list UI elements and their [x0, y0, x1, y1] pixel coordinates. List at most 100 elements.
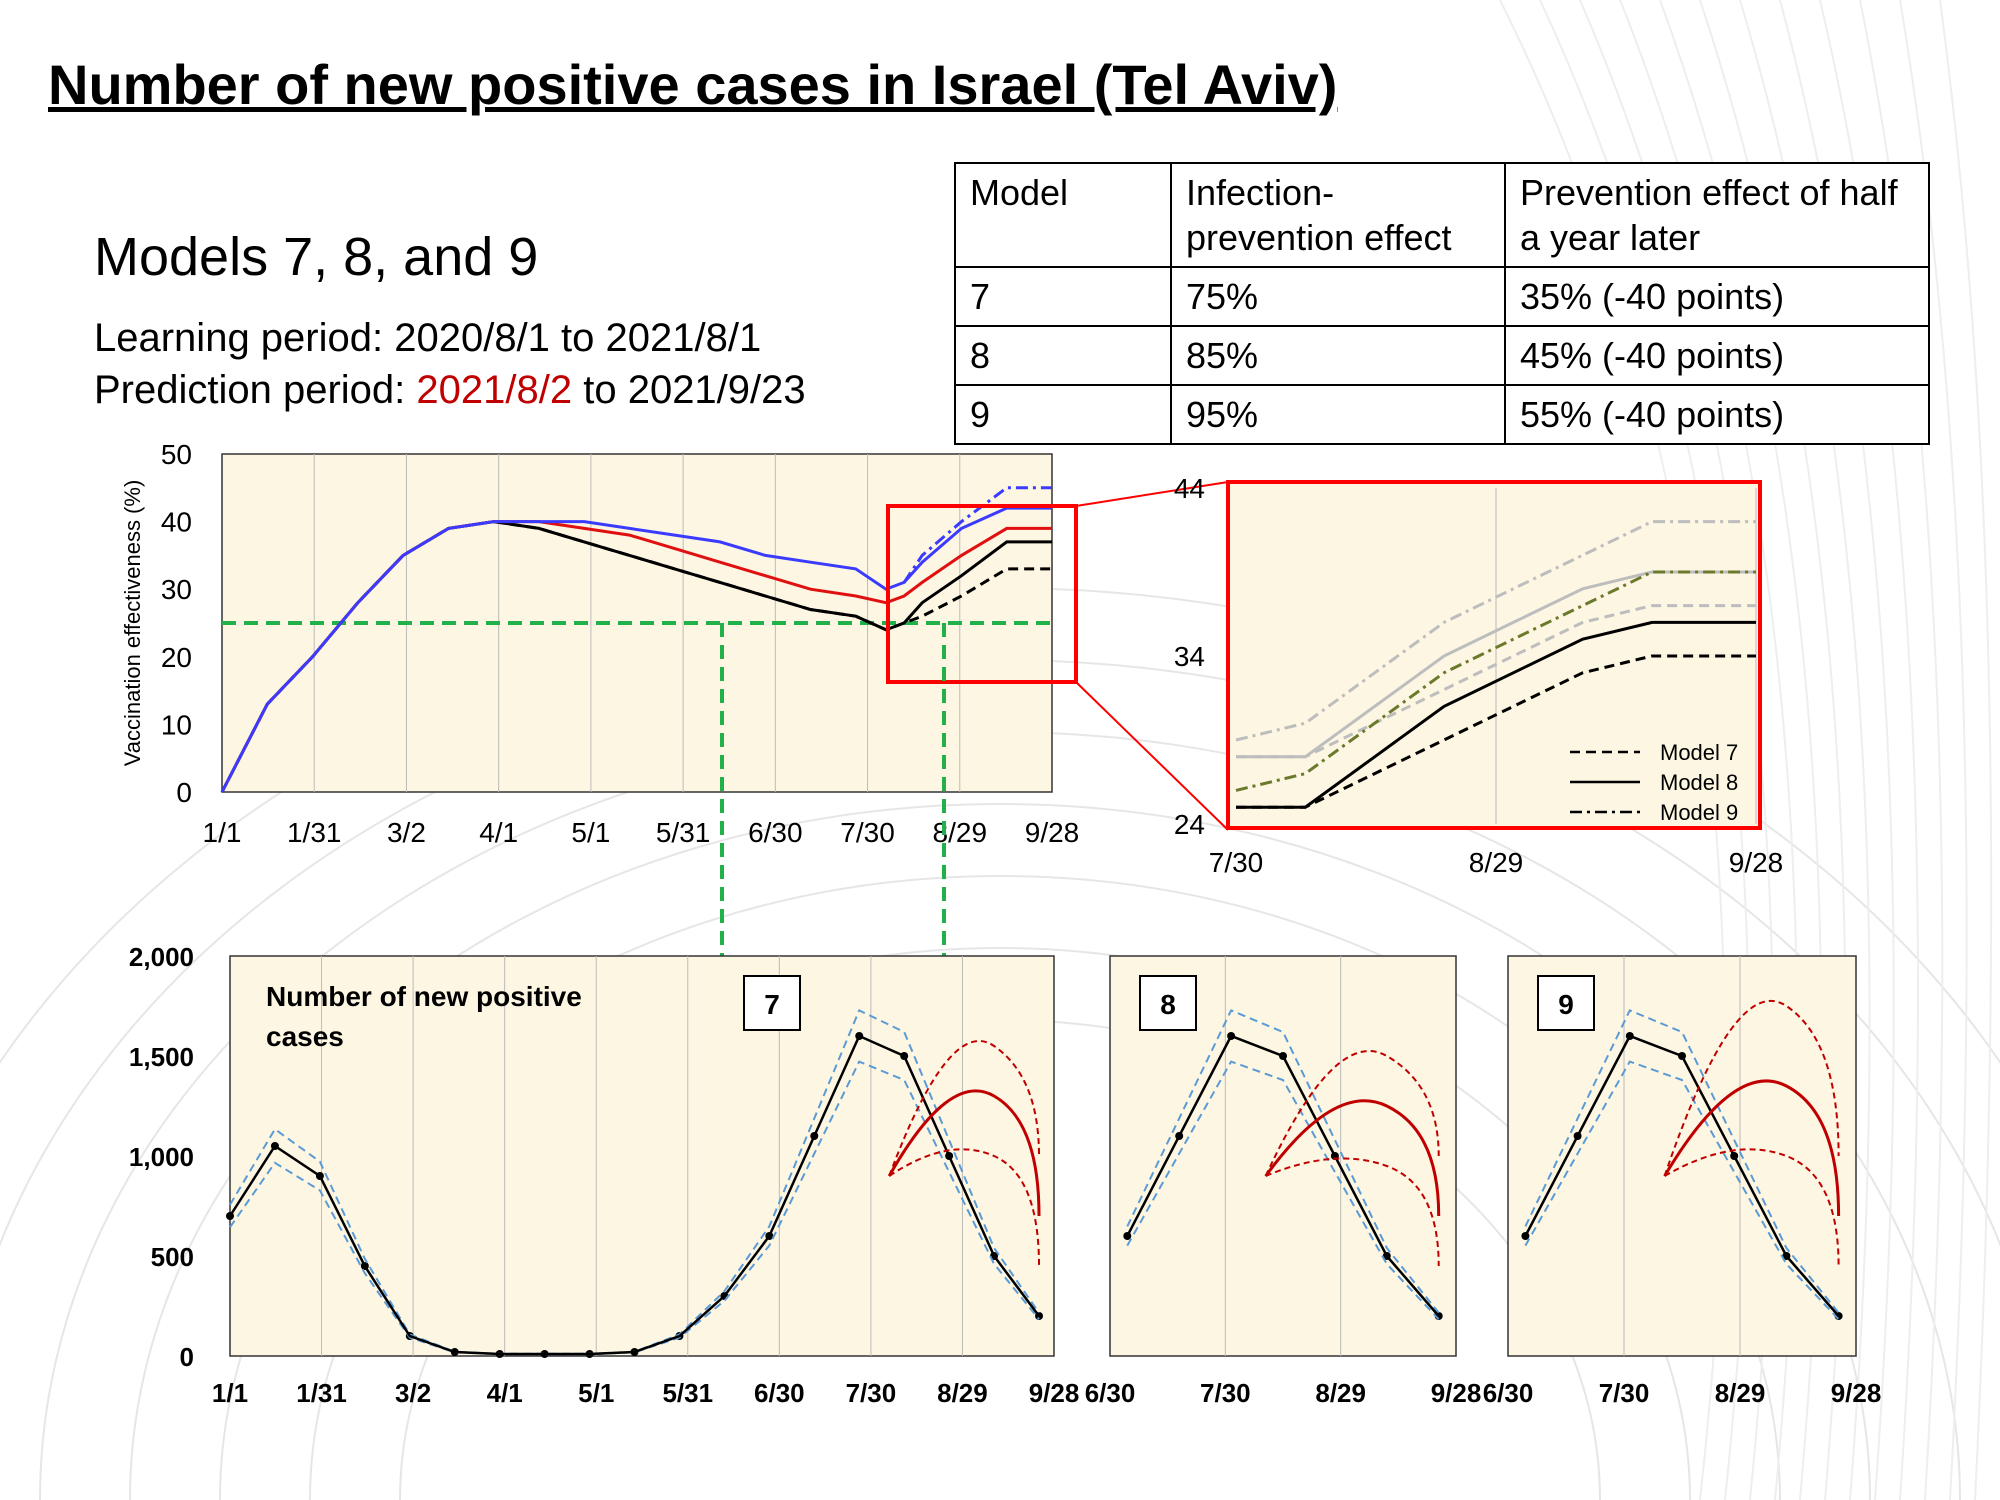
x-tick-label: 3/2 [395, 1378, 431, 1408]
x-tick-label: 5/1 [578, 1378, 614, 1408]
zoom-series-line [1236, 620, 1756, 809]
x-tick-label: 7/30 [1200, 1378, 1251, 1408]
prediction-label: Prediction period: [94, 368, 417, 412]
fit-lower-line [1126, 1060, 1440, 1320]
prediction-lower-line [1265, 1157, 1440, 1267]
header-cell: Infection-prevention effect [1170, 162, 1506, 268]
fit-lower-line [1524, 1060, 1840, 1320]
zoom-series-line [1235, 570, 1756, 792]
learning-period: Learning period: 2020/8/1 to 2021/8/1 [94, 316, 762, 360]
table-header-row: Model Infection-prevention effect Preven… [954, 162, 1930, 268]
table-cell: 45% (-40 points) [1504, 325, 1930, 386]
x-tick-label: 8/29 [1315, 1378, 1366, 1408]
header-cell: Model [954, 162, 1172, 268]
fit-line [228, 1034, 1041, 1356]
x-tick-label: 4/1 [479, 817, 518, 848]
x-tick-label: 1/31 [296, 1378, 347, 1408]
legend-label: Model 8 [1660, 770, 1738, 795]
x-tick-label: 7/30 [840, 817, 895, 848]
x-tick-label: 6/30 [1483, 1378, 1534, 1408]
zoom-series-line-grey [1235, 520, 1756, 742]
table-cell: 85% [1170, 325, 1506, 386]
panel-label: 8 [1160, 989, 1176, 1020]
prediction-end: to 2021/9/23 [572, 368, 806, 412]
table-row: 9 95% 55% (-40 points) [954, 384, 1930, 445]
prediction-period: Prediction period: 2021/8/2 to 2021/9/23 [94, 368, 806, 413]
x-tick-label: 6/30 [754, 1378, 805, 1408]
x-tick-label: 9/28 [1025, 817, 1080, 848]
zoom-highlight-box [886, 504, 1078, 684]
table-cell: 75% [1170, 266, 1506, 327]
zoom-connector [1075, 681, 1229, 831]
fit-line [1524, 1034, 1840, 1317]
zoom-series-line-grey [1236, 570, 1756, 759]
x-tick-label: 4/1 [487, 1378, 523, 1408]
x-tick-label: 1/31 [287, 817, 342, 848]
panel-label-box [1537, 975, 1595, 1031]
y-tick-label: 30 [161, 574, 192, 605]
legend-label: Model 7 [1660, 740, 1738, 765]
panel-label-box [743, 975, 801, 1031]
fit-upper-line [1524, 1009, 1840, 1314]
table-row: 7 75% 35% (-40 points) [954, 266, 1930, 327]
model-table: Model Infection-prevention effect Preven… [954, 162, 1930, 445]
fit-upper-line [1126, 1009, 1440, 1314]
table-row: 8 85% 45% (-40 points) [954, 325, 1930, 386]
table-cell: 35% (-40 points) [1504, 266, 1930, 327]
x-tick-label: 8/29 [1715, 1378, 1766, 1408]
x-tick-label: 8/29 [933, 817, 988, 848]
y-tick-label: 1,500 [129, 1042, 194, 1072]
legend-label: Model 9 [1660, 800, 1738, 825]
y-tick-label: 1,000 [129, 1142, 194, 1172]
x-tick-label: 8/29 [937, 1378, 988, 1408]
x-tick-label: 8/29 [1469, 847, 1524, 878]
x-tick-label: 9/28 [1831, 1378, 1882, 1408]
x-tick-label: 6/30 [1085, 1378, 1136, 1408]
y-axis-label: Vaccination effectiveness (%) [120, 480, 145, 767]
prediction-lower-line [1664, 1148, 1840, 1267]
y-tick-label: 0 [180, 1342, 194, 1372]
subtitle: Models 7, 8, and 9 [94, 227, 539, 287]
zoom-connector [1075, 481, 1229, 507]
x-tick-label: 7/30 [1599, 1378, 1650, 1408]
table-cell: 55% (-40 points) [1504, 384, 1930, 445]
header-cell: Prevention effect of half a year later [1504, 162, 1930, 268]
prediction-upper-line [888, 1040, 1041, 1177]
prediction-upper-line [1663, 1000, 1840, 1177]
table-cell: 9 [954, 384, 1172, 445]
prediction-median-line [1264, 1099, 1441, 1217]
prediction-median-line [1663, 1079, 1841, 1217]
table-cell: 7 [954, 266, 1172, 327]
x-tick-label: 9/28 [1431, 1378, 1482, 1408]
x-tick-label: 9/28 [1729, 847, 1784, 878]
vaccination-series-line [902, 486, 1052, 584]
y-tick-label: 2,000 [129, 942, 194, 972]
x-tick-label: 3/2 [387, 817, 426, 848]
page-title: Number of new positive cases in Israel (… [48, 53, 1338, 116]
x-tick-label: 1/1 [212, 1378, 248, 1408]
table-cell: 8 [954, 325, 1172, 386]
y-tick-label: 44 [1174, 473, 1205, 504]
y-tick-label: 50 [161, 439, 192, 470]
panel-label-box [1139, 975, 1197, 1031]
y-tick-label: 500 [151, 1242, 194, 1272]
panel-label: 9 [1558, 989, 1574, 1020]
inset-label-line2: cases [266, 1021, 344, 1052]
decorative-arc [1939, 0, 1993, 1500]
prediction-upper-line [1264, 1050, 1440, 1177]
y-tick-label: 24 [1174, 809, 1205, 840]
y-tick-label: 0 [176, 777, 192, 808]
y-tick-label: 34 [1174, 641, 1205, 672]
prediction-lower-line [888, 1148, 1041, 1267]
table-cell: 95% [1170, 384, 1506, 445]
fit-lower-line [229, 1060, 1040, 1356]
x-tick-label: 5/31 [662, 1378, 713, 1408]
panel-label: 7 [764, 989, 780, 1020]
x-tick-label: 5/1 [571, 817, 610, 848]
x-tick-label: 9/28 [1029, 1378, 1080, 1408]
vaccination-series-line [220, 506, 1052, 793]
x-tick-label: 6/30 [748, 817, 803, 848]
prediction-median-line [887, 1089, 1041, 1217]
x-tick-label: 7/30 [846, 1378, 897, 1408]
